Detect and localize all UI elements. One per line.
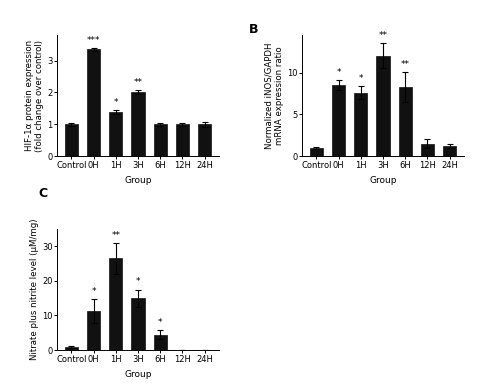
Text: *: * [113, 98, 118, 107]
X-axis label: Group: Group [124, 370, 152, 378]
Bar [354, 93, 368, 156]
Bar [131, 298, 145, 350]
Bar [131, 92, 145, 156]
Bar [399, 87, 412, 156]
Text: B: B [249, 23, 258, 36]
Bar [153, 124, 167, 156]
Bar [65, 347, 78, 350]
Bar [443, 146, 456, 156]
Bar [153, 335, 167, 350]
Text: *: * [136, 277, 140, 286]
Bar [310, 148, 323, 156]
Text: *: * [91, 287, 96, 296]
Bar [421, 144, 434, 156]
Text: *: * [158, 318, 163, 327]
Bar [332, 85, 345, 156]
Text: ***: *** [87, 36, 100, 45]
Text: C: C [38, 187, 47, 200]
Text: **: ** [401, 60, 410, 69]
Text: *: * [337, 68, 341, 77]
Text: **: ** [111, 231, 120, 240]
Bar [87, 49, 100, 156]
Bar [176, 124, 189, 156]
Y-axis label: HIF-1α protein expression
(fold change over control): HIF-1α protein expression (fold change o… [25, 40, 44, 152]
X-axis label: Group: Group [369, 175, 397, 185]
Text: **: ** [133, 78, 142, 87]
Y-axis label: Normalized iNOS/GAPDH
mRNA expression ratio: Normalized iNOS/GAPDH mRNA expression ra… [265, 42, 284, 149]
Bar [109, 112, 122, 156]
Text: *: * [358, 74, 363, 83]
Bar [87, 311, 100, 350]
Bar [198, 124, 211, 156]
Bar [65, 124, 78, 156]
Bar [376, 56, 390, 156]
Y-axis label: Nitrate plus nitrite level (μM/mg): Nitrate plus nitrite level (μM/mg) [30, 219, 39, 360]
Bar [109, 258, 122, 350]
X-axis label: Group: Group [124, 175, 152, 185]
Text: **: ** [379, 32, 388, 40]
